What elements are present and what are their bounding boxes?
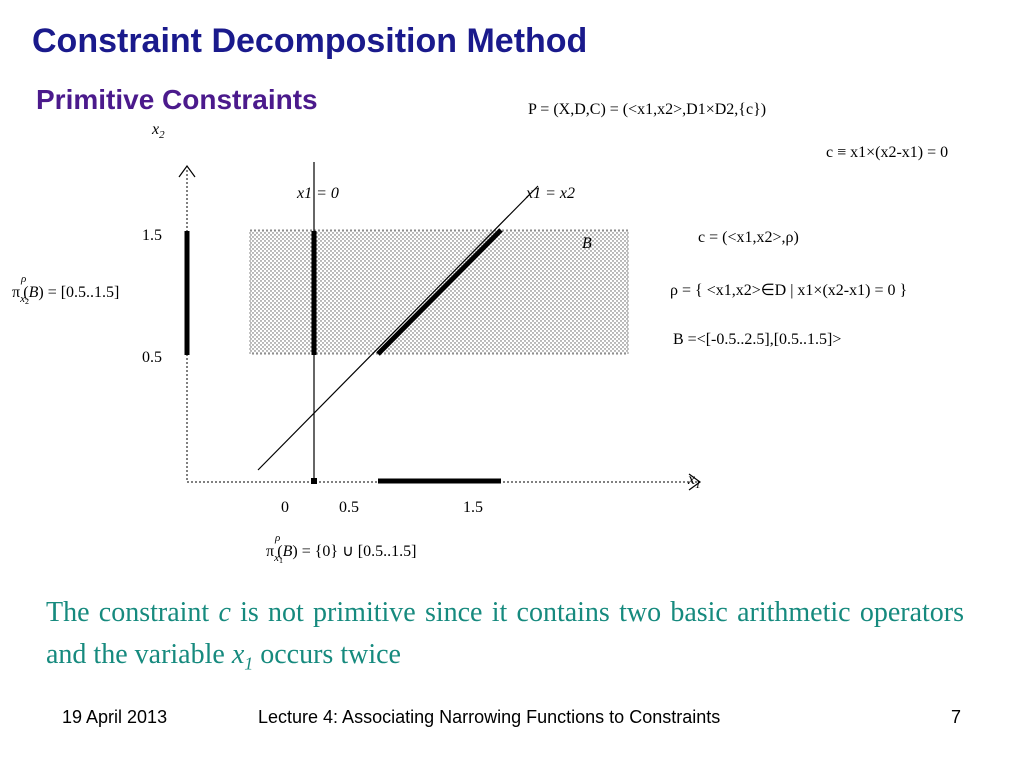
slide-subtitle: Primitive Constraints <box>36 84 318 115</box>
projection-x-point-zero <box>311 478 317 484</box>
footer-lecture-title: Lecture 4: Associating Narrowing Functio… <box>258 707 721 727</box>
slide-title: Constraint Decomposition Method <box>32 22 588 60</box>
footer-page-number: 7 <box>951 707 962 727</box>
x-tick-label: 0.5 <box>339 499 359 516</box>
y-tick-label: 0.5 <box>142 349 162 366</box>
footer-date: 19 April 2013 <box>62 707 168 727</box>
formula-problem: P = (X,D,C) = (<x1,x2>,D1×D2,{c}) <box>528 101 766 118</box>
constraint-diagram: x2 x1 1.5 0.5 0 0.5 1.5 x1 = 0 x1 = x2 B… <box>12 101 948 565</box>
formula-constraint-pair: c = (<x1,x2>,ρ) <box>698 229 799 246</box>
projection-y-label: πx2ρ (B) = [0.5..1.5] <box>12 273 119 306</box>
projection-x-label: πx1ρ (B) = {0} ∪ [0.5..1.5] <box>266 532 416 565</box>
label-x1-equals-x2: x1 = x2 <box>525 185 575 202</box>
x-axis-arrow <box>688 473 702 491</box>
formula-constraint: c ≡ x1×(x2-x1) = 0 <box>826 144 948 161</box>
label-box-b: B <box>582 235 592 252</box>
explanation-text: The constraint c is not primitive since … <box>46 597 965 674</box>
x-axis-label: x1 <box>687 471 701 491</box>
formula-rho: ρ = { <x1,x2>∈D | x1×(x2-x1) = 0 } <box>670 282 907 299</box>
formula-box: B =<[-0.5..2.5],[0.5..1.5]> <box>673 331 841 348</box>
line-x1-equals-x2 <box>257 185 539 471</box>
label-x1-equals-0: x1 = 0 <box>296 185 339 202</box>
y-axis-label: x2 <box>151 121 165 141</box>
x-tick-label: 0 <box>281 499 289 516</box>
segment-diagonal-in-box <box>376 228 503 356</box>
y-tick-label: 1.5 <box>142 227 162 244</box>
x-tick-label: 1.5 <box>463 499 483 516</box>
y-axis-arrow <box>178 164 196 178</box>
